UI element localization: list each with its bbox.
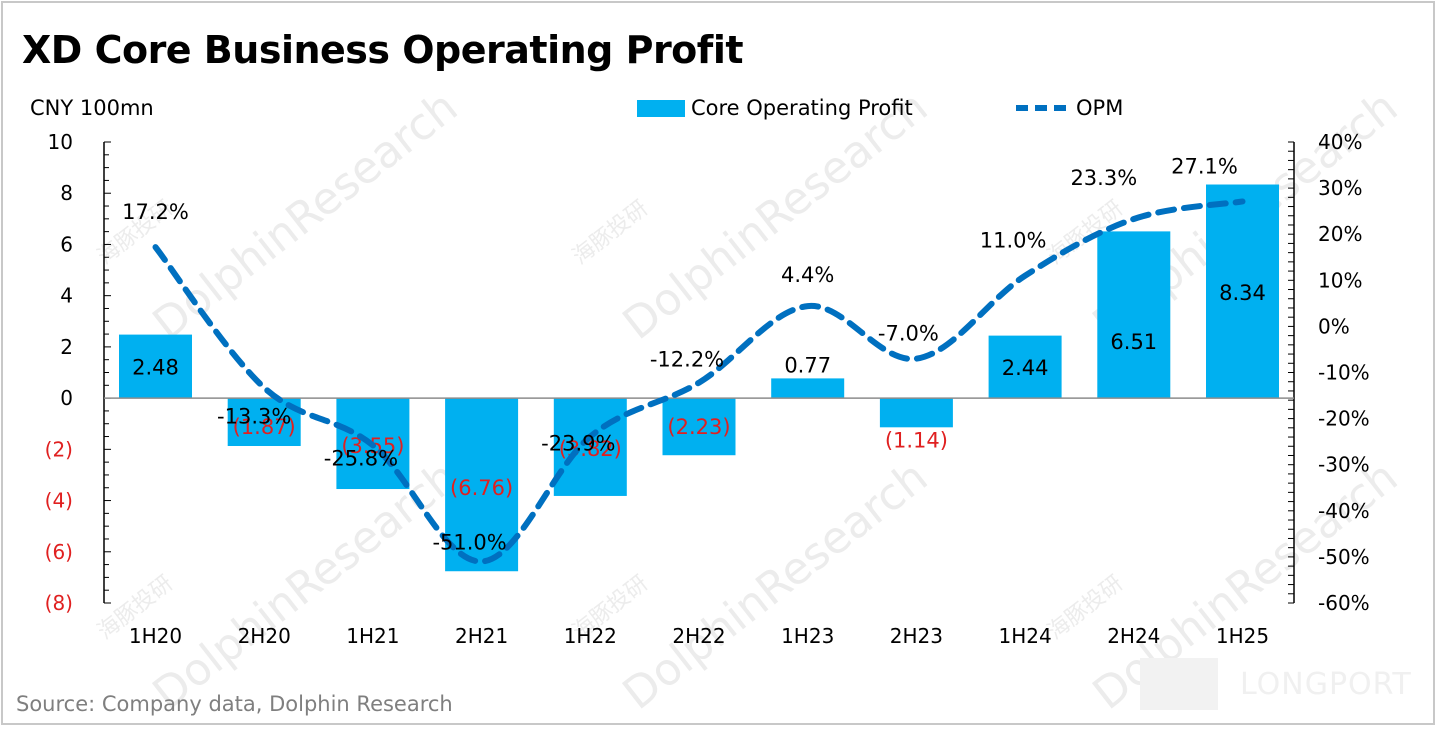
bar-1H20 [119,334,192,399]
left-axis-tick-label: 10 [48,130,73,154]
bar-value-label: (1.87) [233,415,296,439]
right-axis-tick-label: -40% [1318,499,1370,523]
bar-1H22 [553,398,627,496]
opm-value-label: 4.4% [781,263,834,287]
left-axis-tick-label: (6) [45,540,73,564]
right-axis-tick-label: -10% [1318,361,1370,385]
opm-value-label: -25.8% [324,446,398,470]
opm-value-label: -23.9% [541,432,615,456]
right-axis-tick-label: -20% [1318,407,1370,431]
bar-2H21 [445,398,519,572]
bar-value-label: 2.48 [132,355,179,379]
longport-logo: LONGPORT [1140,658,1412,710]
x-axis-tick-label: 1H23 [781,624,834,648]
left-axis-tick-label: 6 [60,232,73,256]
opm-value-label: 11.0% [980,229,1047,253]
right-axis-tick-label: 20% [1318,222,1362,246]
bar-1H23 [771,378,845,399]
bar-value-label: 8.34 [1219,281,1266,305]
longport-logo-text: LONGPORT [1240,666,1412,702]
legend-label: OPM [1076,96,1124,120]
opm-value-label: 27.1% [1171,154,1238,178]
legend-label: Core Operating Profit [691,96,913,120]
right-axis-tick-label: -60% [1318,591,1370,615]
opm-value-label: -12.2% [650,348,724,372]
bar-2H22 [662,398,736,456]
right-axis-tick-label: -30% [1318,453,1370,477]
bar-value-label: (1.14) [885,428,948,452]
bar-1H25 [1206,184,1279,399]
opm-value-label: 17.2% [122,200,189,224]
x-axis-tick-label: 2H21 [455,624,508,648]
bar-1H24 [988,335,1062,399]
x-axis-tick-label: 2H20 [238,624,291,648]
left-axis-tick-label: 4 [60,284,73,308]
x-axis-tick-label: 1H25 [1216,624,1269,648]
opm-line [152,198,1246,565]
left-axis-tick-label: (8) [45,591,73,615]
right-axis-tick-label: -50% [1318,545,1370,569]
left-axis-tick-label: (4) [45,489,73,513]
x-axis-tick-label: 1H24 [998,624,1051,648]
x-axis-tick-label: 2H22 [672,624,725,648]
x-axis-tick-label: 2H24 [1107,624,1160,648]
longport-logo-icon [1140,658,1218,710]
right-axis-tick-label: 30% [1318,176,1362,200]
bar-2H24 [1097,231,1171,399]
left-axis-tick-label: 2 [60,335,73,359]
x-axis-tick-label: 2H23 [890,624,943,648]
bar-value-label: (2.23) [667,415,730,439]
x-axis-tick-label: 1H21 [346,624,399,648]
opm-value-label: -7.0% [878,322,939,346]
opm-value-label: 23.3% [1070,166,1137,190]
bar-value-label: (6.76) [450,476,513,500]
legend-line-swatch [1016,105,1066,111]
right-axis-tick-label: 10% [1318,268,1362,292]
left-axis-tick-label: 0 [60,386,73,410]
x-axis-tick-label: 1H22 [564,624,617,648]
right-axis-tick-label: 40% [1318,130,1362,154]
x-axis-tick-label: 1H20 [129,624,182,648]
bar-value-label: 2.44 [1002,356,1049,380]
legend-bar-swatch [637,99,685,117]
bar-value-label: 0.77 [784,353,831,377]
left-axis-tick-label: 8 [60,181,73,205]
legend-item-core-operating-profit: Core Operating Profit [637,96,913,120]
chart-title: XD Core Business Operating Profit [22,28,744,72]
legend-item-opm: OPM [1016,96,1123,120]
left-axis-unit: CNY 100mn [30,96,154,120]
left-axis-tick-label: (2) [45,437,73,461]
opm-value-label: -51.0% [432,531,506,555]
right-axis-tick-label: 0% [1318,314,1350,338]
source-note: Source: Company data, Dolphin Research [16,692,453,716]
bar-2H23 [879,398,953,428]
opm-value-label: -13.3% [217,405,291,429]
bar-value-label: 6.51 [1110,330,1157,354]
